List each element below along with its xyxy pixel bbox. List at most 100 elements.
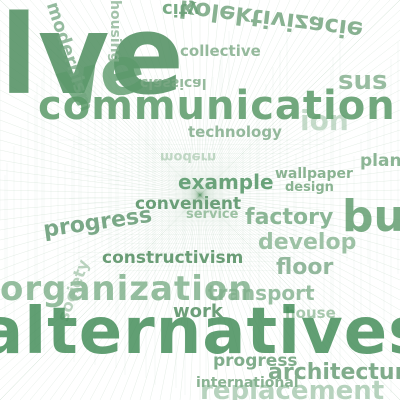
grid-line-121 <box>199 194 301 400</box>
grid-line-46 <box>0 109 201 196</box>
grid-line-52 <box>129 0 201 196</box>
grid-line-138 <box>0 194 201 341</box>
grid-line-100 <box>199 0 251 196</box>
grid-line-110 <box>0 194 201 271</box>
grid-line-157 <box>199 194 391 400</box>
grid-line-0 <box>0 0 201 196</box>
grid-line-42 <box>0 99 201 196</box>
grid-line-119 <box>199 194 400 291</box>
word-work: work <box>173 301 223 322</box>
grid-line-156 <box>199 0 391 196</box>
grid-line-14 <box>0 29 201 196</box>
grid-line-82 <box>0 194 201 201</box>
grid-line-70 <box>0 169 201 196</box>
word-collective: collective <box>180 42 261 60</box>
grid-line-49 <box>119 194 201 400</box>
grid-line-89 <box>199 194 221 400</box>
grid-line-131 <box>199 194 400 321</box>
grid-line-153 <box>199 194 381 400</box>
grid-line-24 <box>59 0 201 196</box>
grid-line-31 <box>199 69 400 196</box>
word-progress-bottom: progress <box>213 351 298 371</box>
grid-line-68 <box>169 0 201 196</box>
grid-line-50 <box>0 119 201 196</box>
grid-line-79 <box>199 189 400 196</box>
grid-line-136 <box>199 0 341 196</box>
grid-line-38 <box>0 89 201 196</box>
grid-line-19 <box>199 39 400 196</box>
grid-line-112 <box>199 0 281 196</box>
grid-line-122 <box>0 194 201 301</box>
grid-line-6 <box>0 9 201 196</box>
grid-line-159 <box>199 194 400 391</box>
grid-line-117 <box>199 194 291 400</box>
word-technology: technology <box>188 123 282 141</box>
grid-line-128 <box>199 0 321 196</box>
grid-line-78 <box>0 189 201 196</box>
grid-line-152 <box>199 0 381 196</box>
grid-line-108 <box>199 0 271 196</box>
word-house: house <box>285 304 336 322</box>
grid-line-28 <box>69 0 201 196</box>
grid-line-11 <box>199 19 400 196</box>
grid-line-147 <box>199 194 400 361</box>
grid-line-98 <box>0 194 201 241</box>
grid-line-124 <box>199 0 311 196</box>
grid-line-101 <box>199 194 251 400</box>
grid-line-94 <box>0 194 201 231</box>
grid-line-60 <box>149 0 201 196</box>
grid-line-99 <box>199 194 400 241</box>
word-constructivism: constructivism <box>102 248 244 268</box>
grid-line-90 <box>0 194 201 221</box>
grid-line-162 <box>0 194 201 400</box>
grid-line-142 <box>0 194 201 351</box>
grid-line-141 <box>199 194 351 400</box>
grid-line-77 <box>189 194 201 400</box>
word-convenient: convenient <box>135 194 242 214</box>
grid-line-143 <box>199 194 400 351</box>
grid-line-115 <box>199 194 400 281</box>
grid-line-137 <box>199 194 341 400</box>
grid-line-32 <box>79 0 201 196</box>
grid-line-118 <box>0 194 201 291</box>
grid-line-72 <box>179 0 201 196</box>
word-faint-ion: ion <box>300 104 349 137</box>
grid-line-67 <box>199 159 400 196</box>
grid-line-36 <box>89 0 201 196</box>
grid-line-86 <box>0 194 201 211</box>
grid-line-8 <box>19 0 201 196</box>
grid-line-53 <box>129 194 201 400</box>
word-design: design <box>285 180 334 195</box>
grid-line-88 <box>199 0 221 196</box>
word-sustain: sus <box>338 66 388 96</box>
grid-line-91 <box>199 194 400 221</box>
grid-line-139 <box>199 194 400 341</box>
grid-line-35 <box>199 79 400 196</box>
grid-line-9 <box>19 194 201 400</box>
grid-line-132 <box>199 0 331 196</box>
grid-line-161 <box>199 194 400 400</box>
grid-line-41 <box>99 194 201 400</box>
grid-line-105 <box>199 194 261 400</box>
grid-line-45 <box>109 194 201 400</box>
grid-line-73 <box>179 194 201 400</box>
grid-line-113 <box>199 194 281 400</box>
grid-line-61 <box>149 194 201 400</box>
grid-line-92 <box>199 0 231 196</box>
word-alternatives: alternatives <box>0 295 400 369</box>
grid-line-7 <box>199 9 400 196</box>
word-international: international <box>196 375 299 391</box>
grid-line-85 <box>199 194 211 400</box>
grid-line-48 <box>119 0 201 196</box>
word-faint-modern: modern <box>160 149 217 164</box>
grid-line-146 <box>0 194 201 361</box>
grid-line-51 <box>199 119 400 196</box>
word-big-bu: bu <box>342 191 400 242</box>
grid-line-3 <box>199 0 400 196</box>
grid-line-62 <box>0 149 201 196</box>
word-replacement: replacement <box>200 376 385 400</box>
grid-line-74 <box>0 179 201 196</box>
grid-line-97 <box>199 194 241 400</box>
word-transport: transport <box>208 281 315 305</box>
